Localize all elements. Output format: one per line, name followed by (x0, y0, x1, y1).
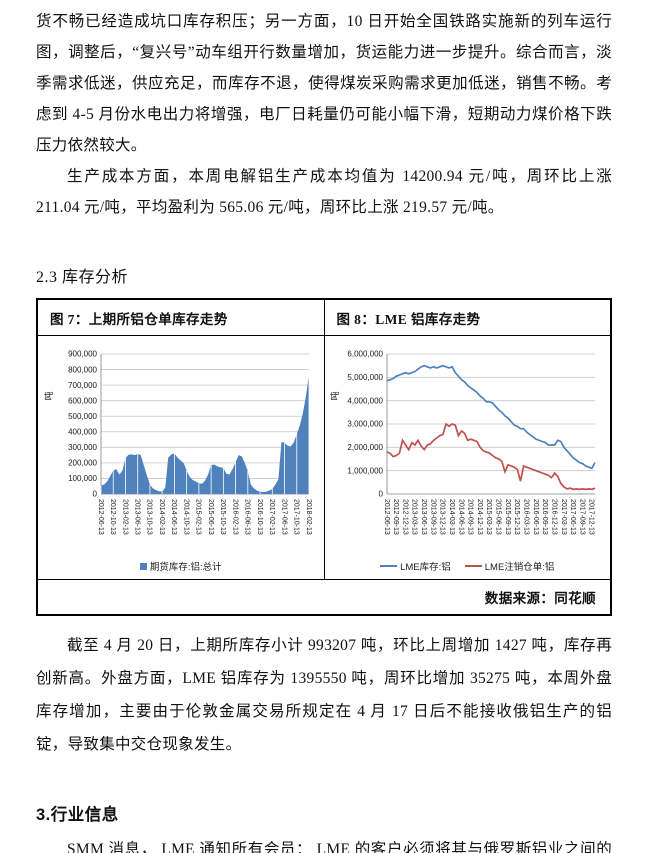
figure8-chart: 0 1,000,000 2,000,000 3,000,000 4,000,000 5,0… (327, 344, 609, 558)
svg-text:2017-02-13: 2017-02-13 (268, 499, 275, 535)
svg-text:800,000: 800,000 (68, 365, 97, 374)
svg-text:2015-06-13: 2015-06-13 (495, 499, 502, 535)
figure-table: 图 7：上期所铝仓单库存走势 图 8：LME 铝库存走势 0 100,000 200… (36, 298, 612, 616)
svg-text:6,000,000: 6,000,000 (348, 350, 384, 359)
figure7-caption: 图 7：上期所铝仓单库存走势 (38, 300, 325, 335)
data-source-note: 数据来源：同花顺 (38, 579, 610, 614)
svg-text:2014-09-13: 2014-09-13 (467, 499, 474, 535)
legend-label: LME注销仓单:铝 (484, 562, 555, 573)
svg-text:2012-06-13: 2012-06-13 (97, 499, 104, 535)
svg-text:吨: 吨 (43, 391, 54, 400)
svg-text:700,000: 700,000 (68, 381, 97, 390)
legend-label: LME库存:铝 (400, 562, 451, 573)
svg-text:2015-02-13: 2015-02-13 (194, 499, 201, 535)
svg-text:3,000,000: 3,000,000 (348, 420, 384, 429)
svg-text:2014-10-13: 2014-10-13 (182, 499, 189, 535)
svg-text:2014-06-13: 2014-06-13 (170, 499, 177, 535)
figure7-cell: 0 100,000 200,000 300,000 400,000 500,000 600,… (38, 336, 325, 579)
svg-text:600,000: 600,000 (68, 396, 97, 405)
figure7-legend: 期货库存:铝:总计 (40, 559, 322, 573)
svg-text:2017-10-13: 2017-10-13 (292, 499, 299, 535)
svg-text:0: 0 (379, 490, 384, 499)
svg-text:2015-12-13: 2015-12-13 (513, 499, 520, 535)
svg-text:0: 0 (92, 490, 97, 499)
svg-text:900,000: 900,000 (68, 350, 97, 359)
svg-text:2017-06-13: 2017-06-13 (569, 499, 576, 535)
svg-text:2016-02-13: 2016-02-13 (231, 499, 238, 535)
svg-text:2017-03-13: 2017-03-13 (560, 499, 567, 535)
svg-text:2015-09-13: 2015-09-13 (504, 499, 511, 535)
svg-text:2012-12-13: 2012-12-13 (402, 499, 409, 535)
figure-table-charts-row: 0 100,000 200,000 300,000 400,000 500,000 600,… (38, 336, 610, 579)
svg-text:2016-09-13: 2016-09-13 (541, 499, 548, 535)
figure8-legend: LME库存:铝 LME注销仓单:铝 (327, 559, 609, 573)
svg-text:2013-09-13: 2013-09-13 (430, 499, 437, 535)
legend-marker (380, 564, 398, 568)
paragraph-coal-market: 货不畅已经造成坑口库存积压；另一方面，10 日开始全国铁路实施新的列车运行图，调… (36, 13, 612, 154)
svg-text:2013-02-13: 2013-02-13 (121, 499, 128, 535)
figure8-caption: 图 8：LME 铝库存走势 (336, 312, 481, 327)
section-2-3-heading: 2.3 库存分析 (36, 269, 129, 286)
svg-text:2013-03-13: 2013-03-13 (411, 499, 418, 535)
figure7-chart: 0 100,000 200,000 300,000 400,000 500,000 600,… (40, 344, 322, 558)
legend-item: 期货库存:铝:总计 (139, 559, 222, 573)
svg-text:2016-03-13: 2016-03-13 (523, 499, 530, 535)
svg-text:200,000: 200,000 (68, 459, 97, 468)
svg-text:2016-06-13: 2016-06-13 (243, 499, 250, 535)
svg-text:2015-03-13: 2015-03-13 (485, 499, 492, 535)
svg-text:2,000,000: 2,000,000 (348, 443, 384, 452)
legend-item: LME注销仓单:铝 (464, 559, 555, 573)
svg-text:100,000: 100,000 (68, 474, 97, 483)
svg-text:2016-10-13: 2016-10-13 (256, 499, 263, 535)
legend-item: LME库存:铝 (380, 559, 451, 573)
svg-text:2014-06-13: 2014-06-13 (458, 499, 465, 535)
svg-text:2017-06-13: 2017-06-13 (280, 499, 287, 535)
figure8-cell: 0 1,000,000 2,000,000 3,000,000 4,000,000 5,0… (325, 336, 611, 579)
section-3-heading: 3.行业信息 (36, 806, 119, 824)
svg-text:吨: 吨 (329, 391, 340, 400)
svg-text:5,000,000: 5,000,000 (348, 373, 384, 382)
figure-table-header: 图 7：上期所铝仓单库存走势 图 8：LME 铝库存走势 (38, 300, 610, 336)
svg-text:2013-10-13: 2013-10-13 (145, 499, 152, 535)
svg-text:2012-06-13: 2012-06-13 (383, 499, 390, 535)
legend-marker (139, 562, 147, 570)
paragraph-production-cost: 生产成本方面，本周电解铝生产成本均值为 14200.94 元/吨，周环比上涨 2… (36, 168, 612, 216)
paragraph-industry-news: SMM 消息， LME 通知所有会员： LME 的客户必须将其与俄罗斯铝业之间的… (67, 841, 612, 853)
svg-text:300,000: 300,000 (68, 443, 97, 452)
svg-text:400,000: 400,000 (68, 427, 97, 436)
svg-text:1,000,000: 1,000,000 (348, 466, 384, 475)
svg-text:2012-10-13: 2012-10-13 (109, 499, 116, 535)
svg-text:2016-12-13: 2016-12-13 (551, 499, 558, 535)
svg-text:2018-02-13: 2018-02-13 (305, 499, 312, 535)
svg-text:2013-12-13: 2013-12-13 (439, 499, 446, 535)
svg-text:2013-06-13: 2013-06-13 (420, 499, 427, 535)
svg-text:2017-12-13: 2017-12-13 (588, 499, 595, 535)
svg-text:2014-12-13: 2014-12-13 (476, 499, 483, 535)
svg-text:2015-06-13: 2015-06-13 (207, 499, 214, 535)
svg-text:4,000,000: 4,000,000 (348, 396, 384, 405)
svg-text:2016-06-13: 2016-06-13 (532, 499, 539, 535)
svg-text:2014-03-13: 2014-03-13 (448, 499, 455, 535)
paragraph-inventory-summary: 截至 4 月 20 日，上期所库存小计 993207 吨，环比上周增加 1427… (36, 637, 612, 753)
svg-text:2012-09-13: 2012-09-13 (392, 499, 399, 535)
svg-text:2017-09-13: 2017-09-13 (579, 499, 586, 535)
legend-label: 期货库存:铝:总计 (149, 562, 222, 573)
svg-text:500,000: 500,000 (68, 412, 97, 421)
svg-text:2015-10-13: 2015-10-13 (219, 499, 226, 535)
legend-marker (464, 564, 482, 568)
svg-text:2014-02-13: 2014-02-13 (158, 499, 165, 535)
svg-text:2013-06-13: 2013-06-13 (133, 499, 140, 535)
